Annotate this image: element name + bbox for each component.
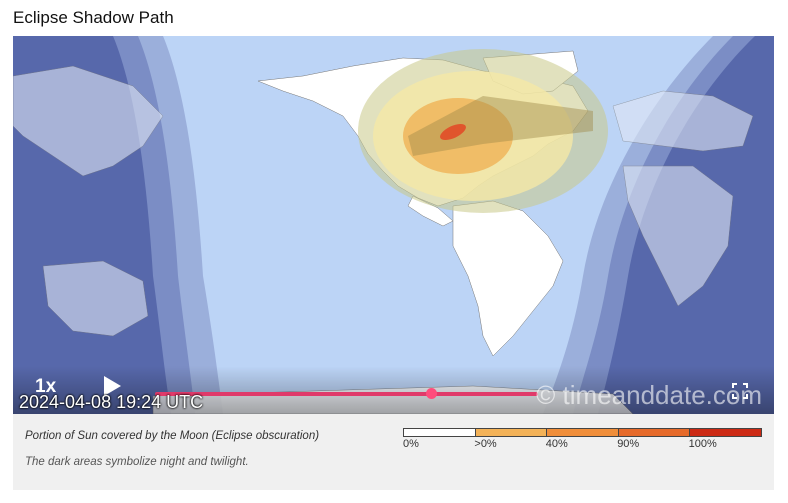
timeline-thumb[interactable] [425, 388, 437, 399]
umbra [440, 123, 466, 141]
watermark: © timeanddate.com [536, 380, 762, 410]
scale-segment [404, 429, 475, 436]
scale-label: 100% [688, 438, 717, 450]
scale-label: 40% [545, 438, 568, 450]
page-title: Eclipse Shadow Path [13, 8, 174, 27]
play-icon[interactable] [104, 376, 121, 396]
scale-segment [617, 429, 690, 436]
central-america [407, 195, 454, 227]
scale-label: 90% [617, 438, 640, 450]
world-map [13, 36, 774, 414]
europe [612, 90, 754, 152]
australia [42, 260, 149, 337]
scale-labels: 0% >0% 40% 90% 100% [403, 438, 760, 452]
scale-segment [474, 429, 547, 436]
south-america [452, 200, 564, 357]
eclipse-map[interactable]: 1x 2024-04-08 19:24 UTC © timeanddate.co… [13, 36, 774, 414]
scale-segment [689, 429, 761, 436]
fullscreen-icon[interactable] [732, 383, 748, 399]
legend-description: Portion of Sun covered by the Moon (Ecli… [25, 430, 320, 442]
asia-east [13, 65, 164, 177]
obscuration-scale [403, 428, 762, 437]
legend-note: The dark areas symbolize night and twili… [25, 456, 249, 468]
player-controls: 1x 2024-04-08 19:24 UTC © timeanddate.co… [13, 366, 774, 414]
legend-panel: Portion of Sun covered by the Moon (Ecli… [13, 414, 774, 490]
eclipse-path-band [408, 96, 593, 156]
speed-button[interactable]: 1x [35, 376, 57, 397]
timestamp: 2024-04-08 19:24 UTC [19, 392, 204, 412]
scale-label: 0% [403, 438, 419, 450]
scale-label: >0% [474, 438, 497, 450]
africa [622, 165, 734, 307]
timeline-track[interactable] [155, 392, 538, 396]
scale-segment [546, 429, 618, 436]
